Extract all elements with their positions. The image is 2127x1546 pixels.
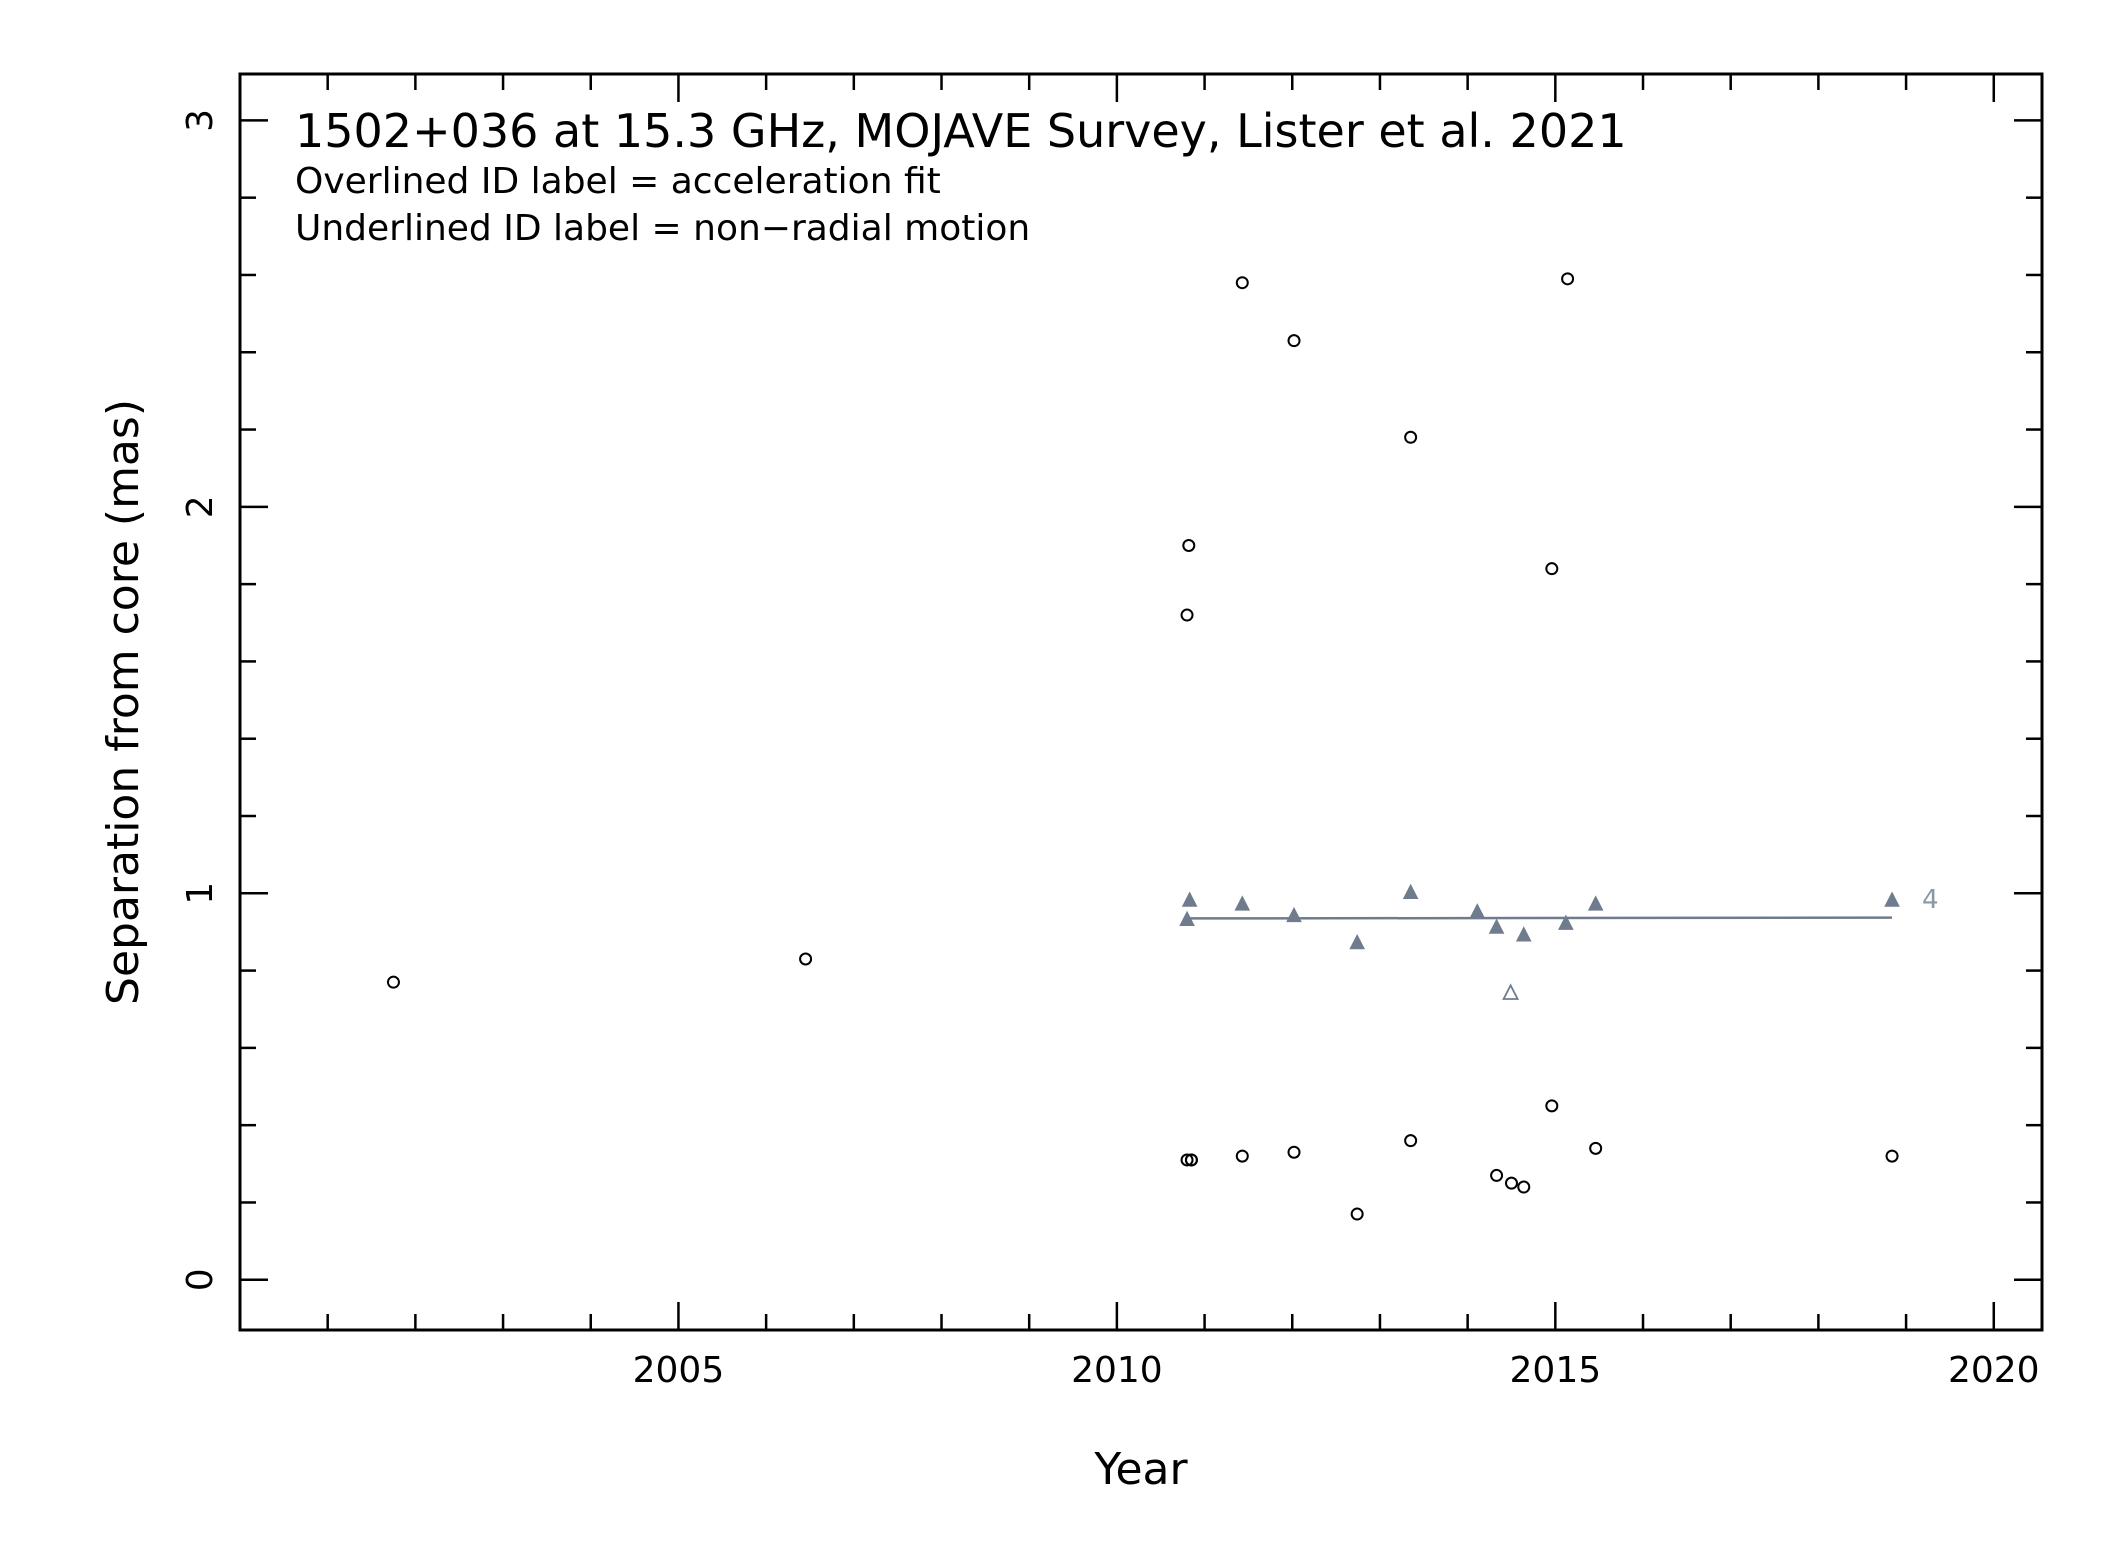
data-point — [799, 952, 813, 966]
component-point — [1558, 914, 1574, 930]
component-point — [1349, 933, 1365, 950]
data-point — [1545, 1099, 1559, 1113]
tick-labels: 2005 2010 2015 2020 0 1 2 3 — [180, 109, 2040, 1391]
x-axis-label: Year — [1093, 1444, 1188, 1495]
y-tick-label: 2 — [180, 495, 221, 518]
component-point — [1587, 895, 1604, 911]
data-point — [1517, 1180, 1531, 1194]
data-point — [1490, 1168, 1504, 1182]
axis-ticks — [240, 74, 2042, 1330]
component-point — [1179, 910, 1195, 927]
x-tick-label: 2015 — [1510, 1350, 1602, 1391]
fit-line-component-4 — [1187, 916, 1893, 920]
data-markers — [386, 272, 1900, 1221]
note-underlined: Underlined ID label = non−radial motion — [295, 208, 1030, 249]
y-tick-label: 0 — [180, 1268, 221, 1291]
y-tick-label: 3 — [180, 109, 221, 132]
data-point — [386, 975, 400, 989]
data-point — [1404, 1134, 1418, 1148]
data-point — [1180, 1153, 1194, 1167]
component-point — [1884, 891, 1900, 907]
component-point — [1234, 895, 1251, 911]
x-tick-label: 2010 — [1071, 1350, 1163, 1391]
component-point — [1515, 926, 1532, 942]
component-id-label: 4 — [1922, 885, 1939, 915]
chart-title: 1502+036 at 15.3 GHz, MOJAVE Survey, Lis… — [295, 104, 1627, 158]
data-point — [1589, 1141, 1603, 1155]
x-tick-label: 2020 — [1948, 1350, 2040, 1391]
data-point — [1350, 1207, 1364, 1221]
data-point — [1504, 1176, 1518, 1190]
component-point — [1402, 883, 1419, 899]
component-point — [1488, 918, 1505, 934]
data-point — [1885, 1149, 1899, 1163]
data-point — [1287, 1145, 1301, 1159]
note-overlined: Overlined ID label = acceleration fit — [295, 161, 941, 202]
y-tick-label: 1 — [180, 882, 221, 905]
data-point — [1561, 272, 1575, 286]
data-point — [1180, 608, 1194, 622]
y-axis-label: Separation from core (mas) — [98, 399, 149, 1005]
data-point — [1235, 276, 1249, 290]
data-point — [1184, 1153, 1198, 1167]
data-point — [1404, 430, 1418, 444]
component-point — [1181, 891, 1198, 907]
component-point — [1469, 903, 1486, 919]
component-point — [1502, 983, 1520, 1000]
x-tick-label: 2005 — [633, 1350, 725, 1391]
data-point — [1182, 538, 1196, 552]
data-point — [1545, 562, 1559, 576]
component-point — [1286, 906, 1302, 923]
plot-frame — [238, 72, 2044, 1332]
data-point — [1287, 334, 1301, 348]
data-point — [1235, 1149, 1249, 1163]
